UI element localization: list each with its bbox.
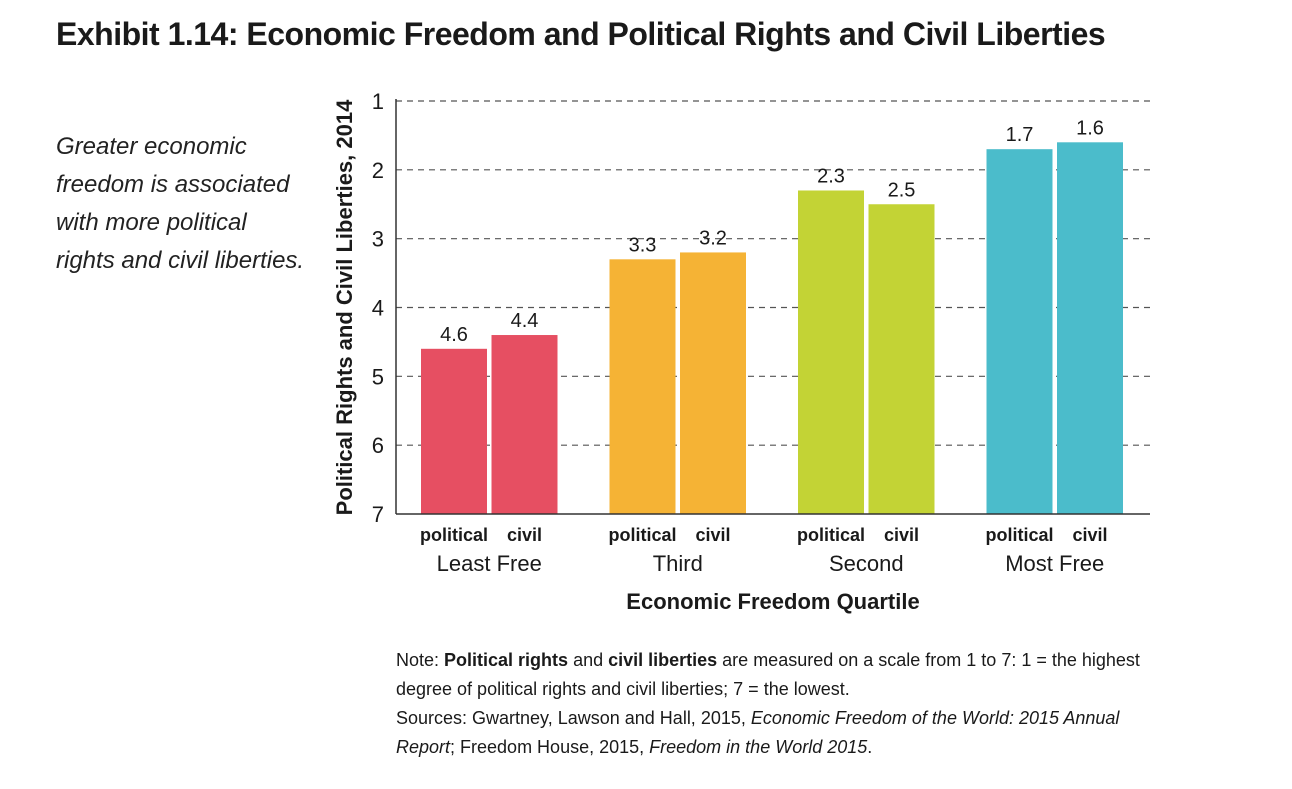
- bar-chart: 1 2 3 4 5 6 7 Political Rights and Civil Libert…: [332, 89, 1150, 614]
- data-label: 4.4: [511, 310, 539, 332]
- chart-caption: Greater economic freedom is associated w…: [56, 133, 305, 274]
- category-label: Third: [653, 551, 703, 576]
- bar: [491, 335, 558, 514]
- bar-sub-label: political: [608, 525, 676, 545]
- bar: [868, 204, 935, 514]
- category-label: Least Free: [437, 551, 542, 576]
- category-label: Second: [829, 551, 904, 576]
- bar-sub-label: civil: [884, 525, 919, 545]
- note-term-political-rights: Political rights: [444, 650, 569, 670]
- y-tick-label: 1: [372, 89, 384, 114]
- note-text: Note: Political rights and civil liberti…: [396, 646, 1176, 704]
- bar-sub-label: civil: [507, 525, 542, 545]
- bar-sub-label: political: [985, 525, 1053, 545]
- note-prefix: Note:: [396, 650, 445, 670]
- note-rest: are measured on a scale from 1 to 7: 1 =…: [396, 650, 1140, 699]
- bar: [680, 252, 746, 514]
- data-label: 3.3: [629, 234, 657, 256]
- bar: [609, 259, 676, 514]
- page-title: Exhibit 1.14: Economic Freedom and Polit…: [56, 16, 1106, 52]
- sources-work-efw: Economic Freedom of the World: 2015 Annu…: [396, 708, 1120, 757]
- y-tick-label: 3: [372, 227, 384, 252]
- y-tick-label: 4: [372, 296, 384, 321]
- bar-sub-label: civil: [1072, 525, 1107, 545]
- y-tick-label: 7: [372, 502, 384, 527]
- data-label: 4.6: [440, 324, 468, 346]
- bar-sub-label: political: [420, 525, 488, 545]
- y-tick-label: 2: [372, 158, 384, 183]
- bar-sub-label: political: [797, 525, 865, 545]
- category-label: Most Free: [1005, 551, 1104, 576]
- data-label: 3.2: [699, 227, 727, 249]
- x-axis-label: Economic Freedom Quartile: [626, 589, 919, 614]
- sources-end: .: [867, 737, 873, 757]
- bar: [798, 190, 864, 514]
- data-label: 1.6: [1076, 117, 1104, 139]
- sources-work-fitw: Freedom in the World 2015: [649, 737, 868, 757]
- y-tick-label: 5: [372, 364, 384, 389]
- data-label: 2.5: [888, 179, 916, 201]
- note-term-civil-liberties: civil liberties: [608, 650, 718, 670]
- sources-text: Sources: Gwartney, Lawson and Hall, 2015…: [396, 704, 1176, 762]
- bar: [986, 149, 1053, 514]
- data-label: 1.7: [1006, 124, 1034, 146]
- bar-sub-label: civil: [695, 525, 730, 545]
- bar: [1057, 142, 1123, 515]
- data-label: 2.3: [817, 165, 845, 187]
- chart-note: Note: Political rights and civil liberti…: [396, 646, 1176, 762]
- sources-middle: ; Freedom House, 2015,: [450, 737, 650, 757]
- sources-prefix: Sources: Gwartney, Lawson and Hall, 2015…: [396, 708, 751, 728]
- y-tick-label: 6: [372, 433, 384, 458]
- y-axis-label: Political Rights and Civil Liberties, 20…: [332, 99, 357, 515]
- bar: [421, 348, 487, 514]
- note-and: and: [568, 650, 609, 670]
